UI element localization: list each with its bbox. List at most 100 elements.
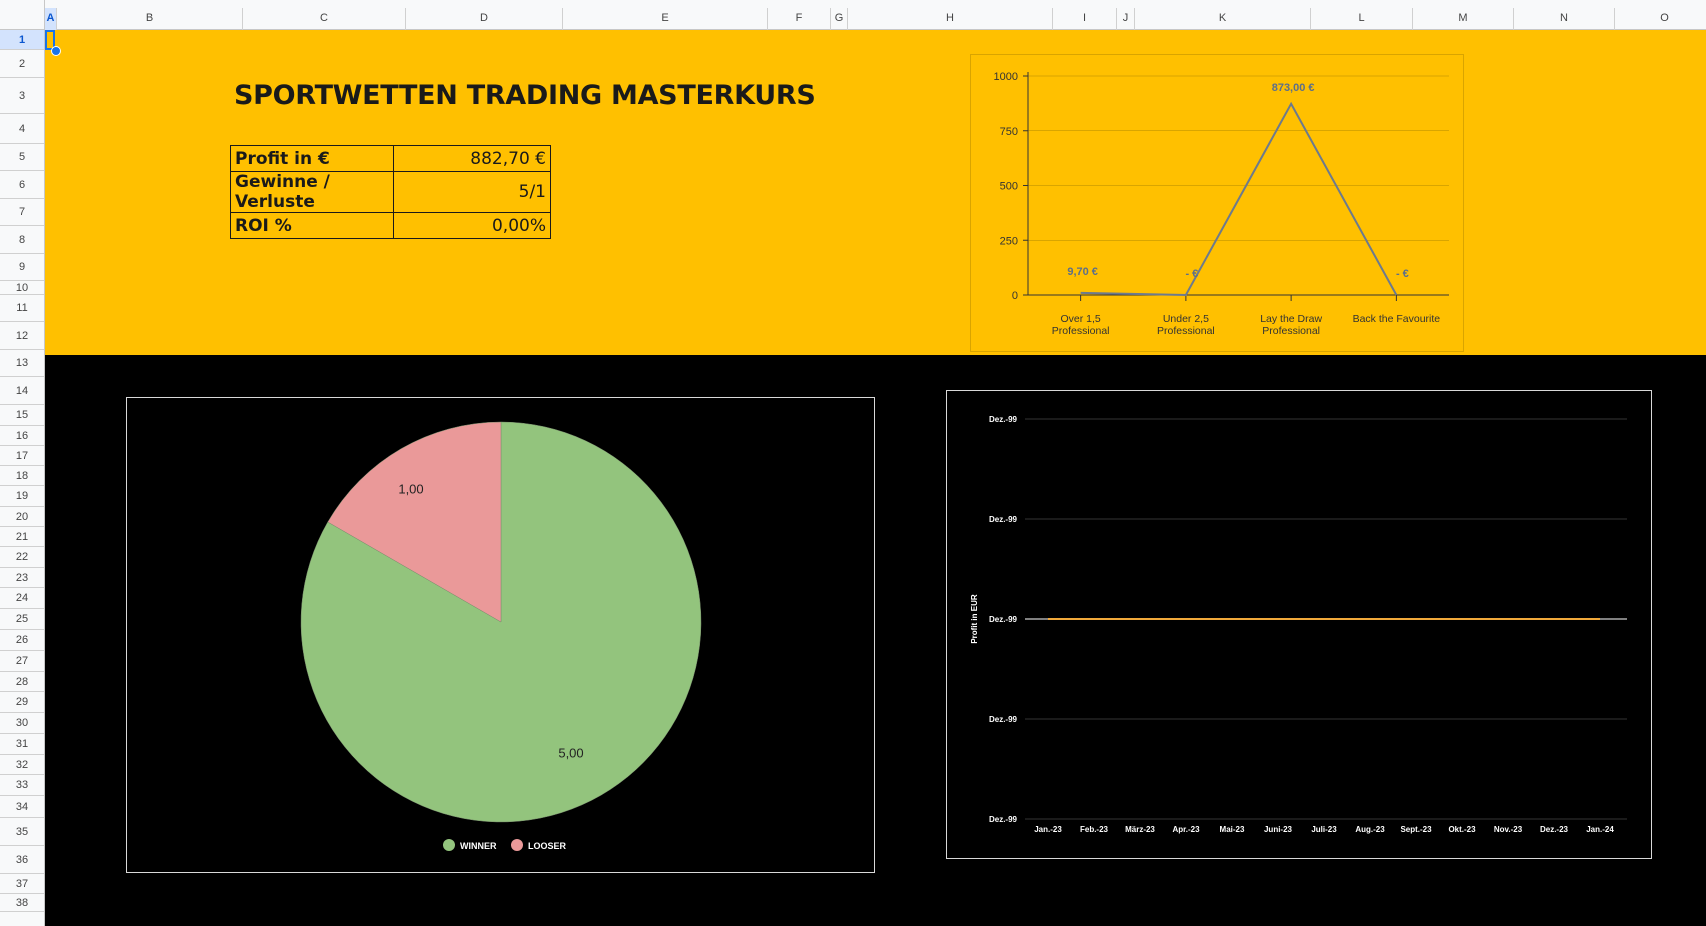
- row-header-23[interactable]: 23: [0, 568, 44, 588]
- kpi-value[interactable]: 5/1: [393, 171, 551, 213]
- column-header-j[interactable]: J: [1117, 8, 1135, 30]
- winner-looser-pie-chart[interactable]: 5,00 1,00 WINNER LOOSER: [126, 397, 875, 873]
- legend-marker-looser: [511, 839, 523, 851]
- row-header-8[interactable]: 8: [0, 226, 44, 254]
- column-header-d[interactable]: D: [406, 8, 563, 30]
- x-tick-label: Nov.-23: [1494, 825, 1523, 834]
- column-header-b[interactable]: B: [57, 8, 243, 30]
- row-header-16[interactable]: 16: [0, 426, 44, 446]
- row-header-30[interactable]: 30: [0, 713, 44, 734]
- column-header-e[interactable]: E: [563, 8, 768, 30]
- x-tick-label: Juli-23: [1311, 825, 1337, 834]
- row-header-24[interactable]: 24: [0, 588, 44, 609]
- select-all-corner[interactable]: [0, 0, 45, 29]
- row-header-9[interactable]: 9: [0, 254, 44, 281]
- row-header-14[interactable]: 14: [0, 377, 44, 405]
- column-header-o[interactable]: O: [1615, 8, 1706, 30]
- row-header-1[interactable]: 1: [0, 30, 44, 50]
- row-header-6[interactable]: 6: [0, 171, 44, 199]
- kpi-value[interactable]: 0,00%: [393, 212, 551, 239]
- row-header-33[interactable]: 33: [0, 775, 44, 796]
- x-tick-label: Sept.-23: [1400, 825, 1432, 834]
- x-tick-label: Dez.-23: [1540, 825, 1569, 834]
- x-tick-label: Jan.-24: [1586, 825, 1614, 834]
- row-header-25[interactable]: 25: [0, 609, 44, 630]
- x-tick-label: Professional: [1262, 325, 1320, 337]
- row-header-35[interactable]: 35: [0, 818, 44, 846]
- kpi-row-wins-losses: Gewinne / Verluste 5/1: [230, 171, 551, 213]
- kpi-label[interactable]: ROI %: [230, 212, 394, 239]
- kpi-label[interactable]: Gewinne / Verluste: [230, 171, 394, 213]
- row-header-12[interactable]: 12: [0, 322, 44, 350]
- column-header-c[interactable]: C: [243, 8, 406, 30]
- column-header-a[interactable]: A: [45, 8, 57, 30]
- column-header-l[interactable]: L: [1311, 8, 1413, 30]
- row-header-15[interactable]: 15: [0, 405, 44, 426]
- column-header-h[interactable]: H: [848, 8, 1053, 30]
- row-header-26[interactable]: 26: [0, 630, 44, 651]
- row-header-7[interactable]: 7: [0, 199, 44, 226]
- row-header-18[interactable]: 18: [0, 466, 44, 486]
- x-tick-label: Okt.-23: [1448, 825, 1476, 834]
- kpi-row-roi: ROI % 0,00%: [230, 212, 551, 239]
- row-header-11[interactable]: 11: [0, 295, 44, 322]
- kpi-label[interactable]: Profit in €: [230, 145, 394, 172]
- x-tick-label: Aug.-23: [1355, 825, 1385, 834]
- row-header-10[interactable]: 10: [0, 281, 44, 295]
- row-header-37[interactable]: 37: [0, 874, 44, 894]
- y-tick-label: Dez.-99: [989, 415, 1018, 424]
- row-header-28[interactable]: 28: [0, 672, 44, 692]
- column-header-g[interactable]: G: [831, 8, 848, 30]
- row-header-2[interactable]: 2: [0, 50, 44, 78]
- row-header-17[interactable]: 17: [0, 446, 44, 466]
- x-tick-label: Feb.-23: [1080, 825, 1109, 834]
- row-header-4[interactable]: 4: [0, 114, 44, 144]
- selected-cell-a1[interactable]: [45, 30, 55, 50]
- row-header-21[interactable]: 21: [0, 527, 44, 547]
- row-header-32[interactable]: 32: [0, 755, 44, 775]
- row-header-5[interactable]: 5: [0, 144, 44, 171]
- data-label: 873,00 €: [1272, 82, 1315, 94]
- row-header-20[interactable]: 20: [0, 507, 44, 527]
- column-header-i[interactable]: I: [1053, 8, 1117, 30]
- legend-marker-winner: [443, 839, 455, 851]
- x-tick-label: Jan.-23: [1034, 825, 1062, 834]
- y-tick-label: 1000: [994, 71, 1018, 83]
- x-tick-label: Lay the Draw: [1260, 313, 1322, 325]
- row-header-31[interactable]: 31: [0, 734, 44, 755]
- row-header-34[interactable]: 34: [0, 796, 44, 818]
- page-title: SPORTWETTEN TRADING MASTERKURS: [234, 80, 816, 111]
- row-header-29[interactable]: 29: [0, 692, 44, 713]
- row-header-38[interactable]: 38: [0, 894, 44, 912]
- row-header-13[interactable]: 13: [0, 350, 44, 377]
- pie-slice-winner: [300, 421, 702, 823]
- y-tick-label: Dez.-99: [989, 815, 1018, 824]
- row-header-27[interactable]: 27: [0, 651, 44, 672]
- slice-label: 5,00: [558, 746, 583, 761]
- column-header-n[interactable]: N: [1514, 8, 1615, 30]
- column-header-k[interactable]: K: [1135, 8, 1311, 30]
- monthly-profit-chart[interactable]: Dez.-99 Dez.-99 Dez.-99 Dez.-99 Dez.-99 Profi…: [946, 390, 1652, 859]
- y-tick-label: Dez.-99: [989, 615, 1018, 624]
- row-header-3[interactable]: 3: [0, 78, 44, 114]
- legend-label-looser: LOOSER: [528, 841, 567, 851]
- row-header-19[interactable]: 19: [0, 486, 44, 507]
- fill-handle[interactable]: [51, 46, 61, 56]
- column-header-f[interactable]: F: [768, 8, 831, 30]
- data-label: - €: [1396, 268, 1409, 280]
- kpi-value[interactable]: 882,70 €: [393, 145, 551, 172]
- strategy-profit-chart[interactable]: 0 250 500 750 1000 Over 1,5 Professional Under …: [970, 54, 1464, 352]
- x-tick-label: Mai-23: [1220, 825, 1245, 834]
- x-tick-label: Juni-23: [1264, 825, 1293, 834]
- x-tick-label: März-23: [1125, 825, 1155, 834]
- kpi-row-profit: Profit in € 882,70 €: [230, 145, 551, 172]
- x-tick-label: Apr.-23: [1172, 825, 1200, 834]
- x-tick-label: Over 1,5: [1060, 313, 1100, 325]
- row-header-22[interactable]: 22: [0, 547, 44, 568]
- column-header-m[interactable]: M: [1413, 8, 1514, 30]
- x-tick-label: Back the Favourite: [1353, 313, 1441, 325]
- row-header-36[interactable]: 36: [0, 846, 44, 874]
- x-tick-label: Professional: [1157, 325, 1215, 337]
